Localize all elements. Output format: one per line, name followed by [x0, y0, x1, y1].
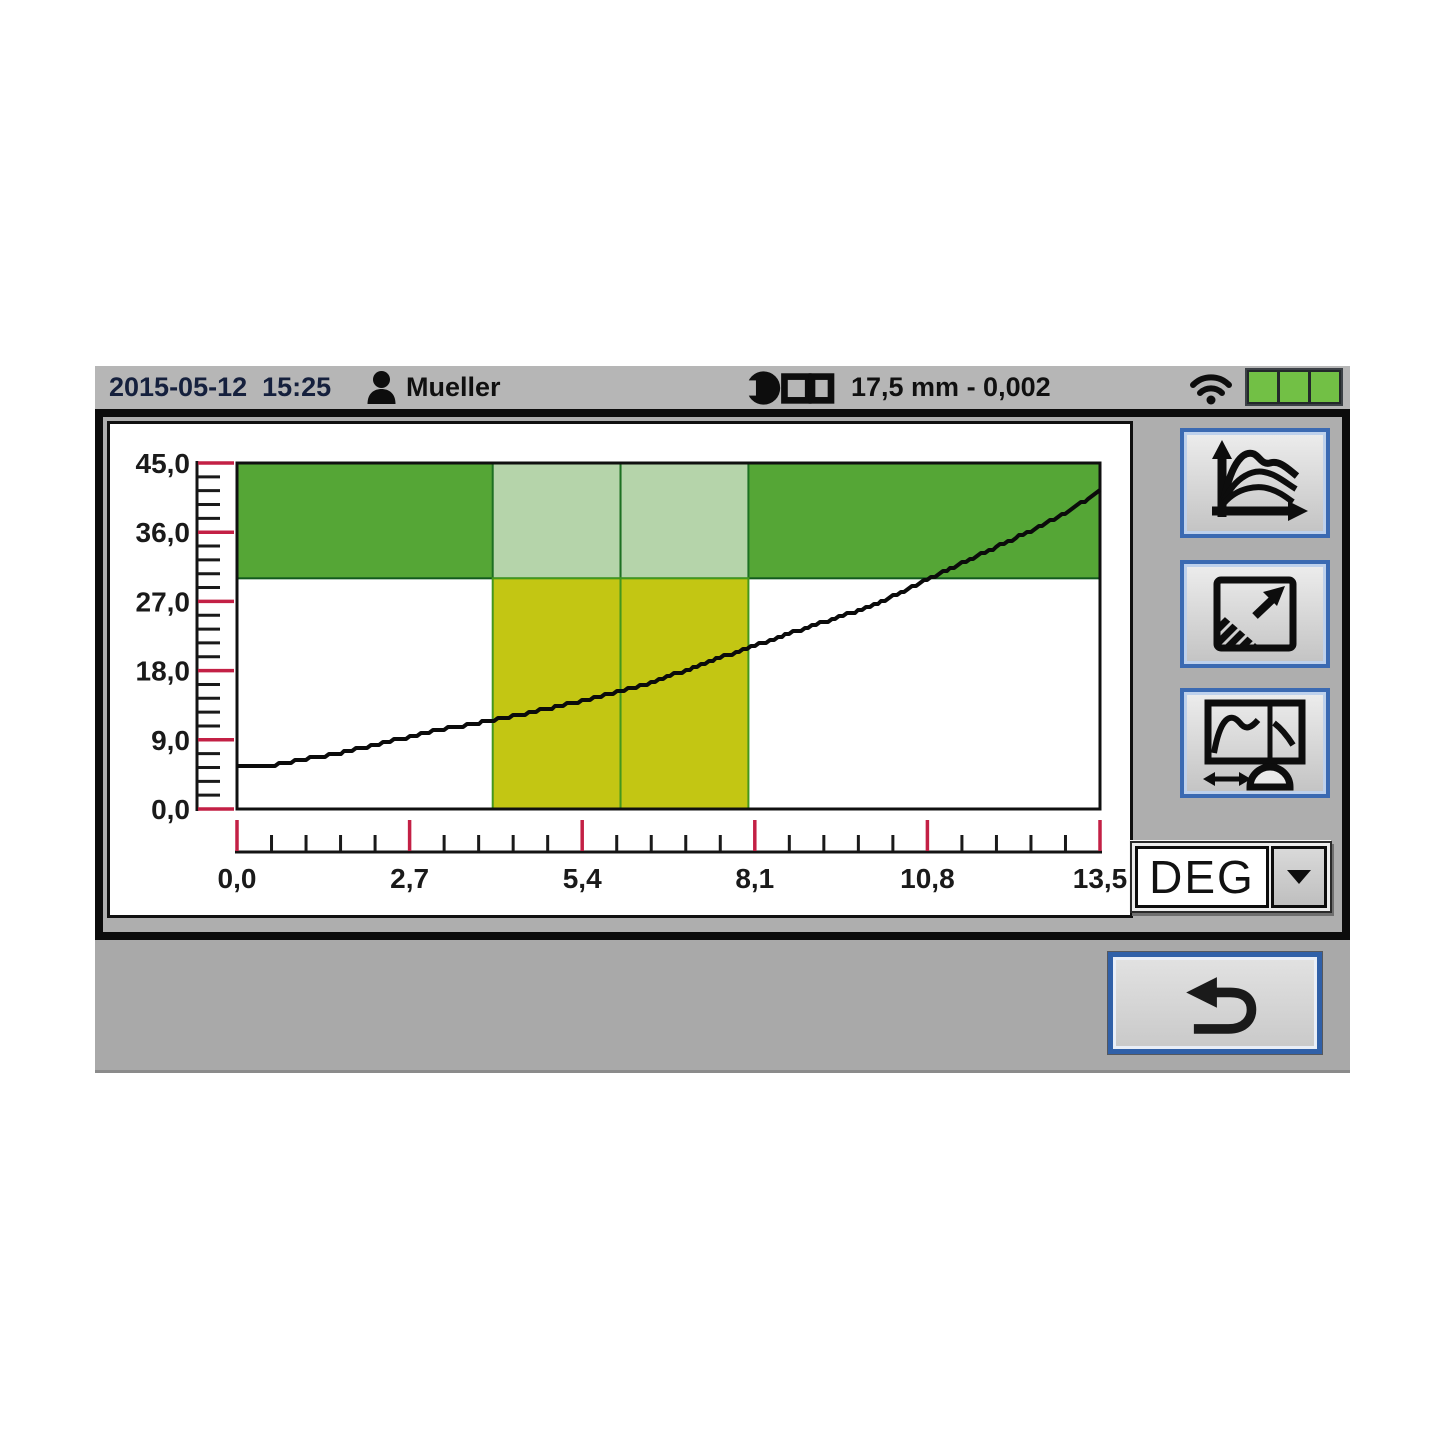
user-name: Mueller — [406, 372, 501, 402]
wrench-icon — [745, 370, 835, 405]
back-button[interactable] — [1108, 952, 1322, 1054]
wifi-group — [1188, 366, 1234, 409]
x-axis: 0,0 2,7 5,4 8,1 10,8 13,5 — [218, 820, 1128, 894]
datetime-group: 2015-05-12 15:25 — [109, 366, 331, 409]
battery-cell — [1280, 372, 1308, 402]
chart-zones — [236, 462, 1101, 810]
measurement-curve — [237, 488, 1102, 768]
unit-dropdown-button[interactable] — [1271, 846, 1327, 908]
curves-overview-icon — [1212, 440, 1308, 521]
status-bar: 2015-05-12 15:25 Mueller 17,5 mm - 0,002 — [95, 366, 1350, 409]
band-highlight-1 — [491, 462, 622, 580]
curves-overview-button[interactable] — [1180, 428, 1330, 538]
chart-panel: 0,0 9,0 18,0 27,0 36,0 45,0 0,0 2,7 5,4 8,1 10,8 13… — [107, 421, 1133, 918]
battery-cell — [1249, 372, 1277, 402]
tool-measurement: 17,5 mm - 0,002 — [851, 372, 1051, 402]
battery-indicator — [1245, 368, 1343, 406]
svg-text:10,8: 10,8 — [900, 863, 955, 894]
svg-text:5,4: 5,4 — [563, 863, 602, 894]
svg-text:13,5: 13,5 — [1073, 863, 1128, 894]
cursor-measure-button[interactable] — [1180, 688, 1330, 798]
plot-border — [235, 461, 1102, 811]
svg-text:27,0: 27,0 — [136, 586, 191, 617]
svg-text:9,0: 9,0 — [151, 725, 190, 756]
eval-window-1 — [491, 577, 622, 810]
unit-select[interactable]: DEG — [1130, 841, 1332, 913]
eval-window-2 — [619, 577, 750, 810]
datetime-text: 2015-05-12 15:25 — [109, 372, 332, 402]
svg-text:18,0: 18,0 — [136, 656, 191, 687]
chart-canvas: 0,0 9,0 18,0 27,0 36,0 45,0 0,0 2,7 5,4 8,1 10,8 13… — [136, 448, 1128, 894]
svg-text:36,0: 36,0 — [136, 517, 191, 548]
zoom-extent-icon — [1213, 576, 1297, 652]
svg-text:0,0: 0,0 — [151, 794, 190, 825]
wifi-icon — [1190, 373, 1232, 404]
tool-group: 17,5 mm - 0,002 — [745, 366, 1051, 409]
svg-text:2,7: 2,7 — [390, 863, 429, 894]
zoom-extent-button[interactable] — [1180, 560, 1330, 668]
y-axis: 0,0 9,0 18,0 27,0 36,0 45,0 — [136, 448, 234, 825]
user-icon — [367, 370, 396, 404]
chevron-down-icon — [1287, 870, 1311, 884]
user-group: Mueller — [365, 366, 501, 409]
svg-text:45,0: 45,0 — [136, 448, 191, 479]
svg-text:8,1: 8,1 — [735, 863, 774, 894]
back-arrow-icon — [1186, 977, 1257, 1034]
battery-cell — [1311, 372, 1339, 402]
cursor-measure-icon — [1203, 699, 1306, 791]
band-highlight-2 — [619, 462, 750, 580]
svg-text:0,0: 0,0 — [218, 863, 257, 894]
unit-value: DEG — [1135, 846, 1269, 908]
